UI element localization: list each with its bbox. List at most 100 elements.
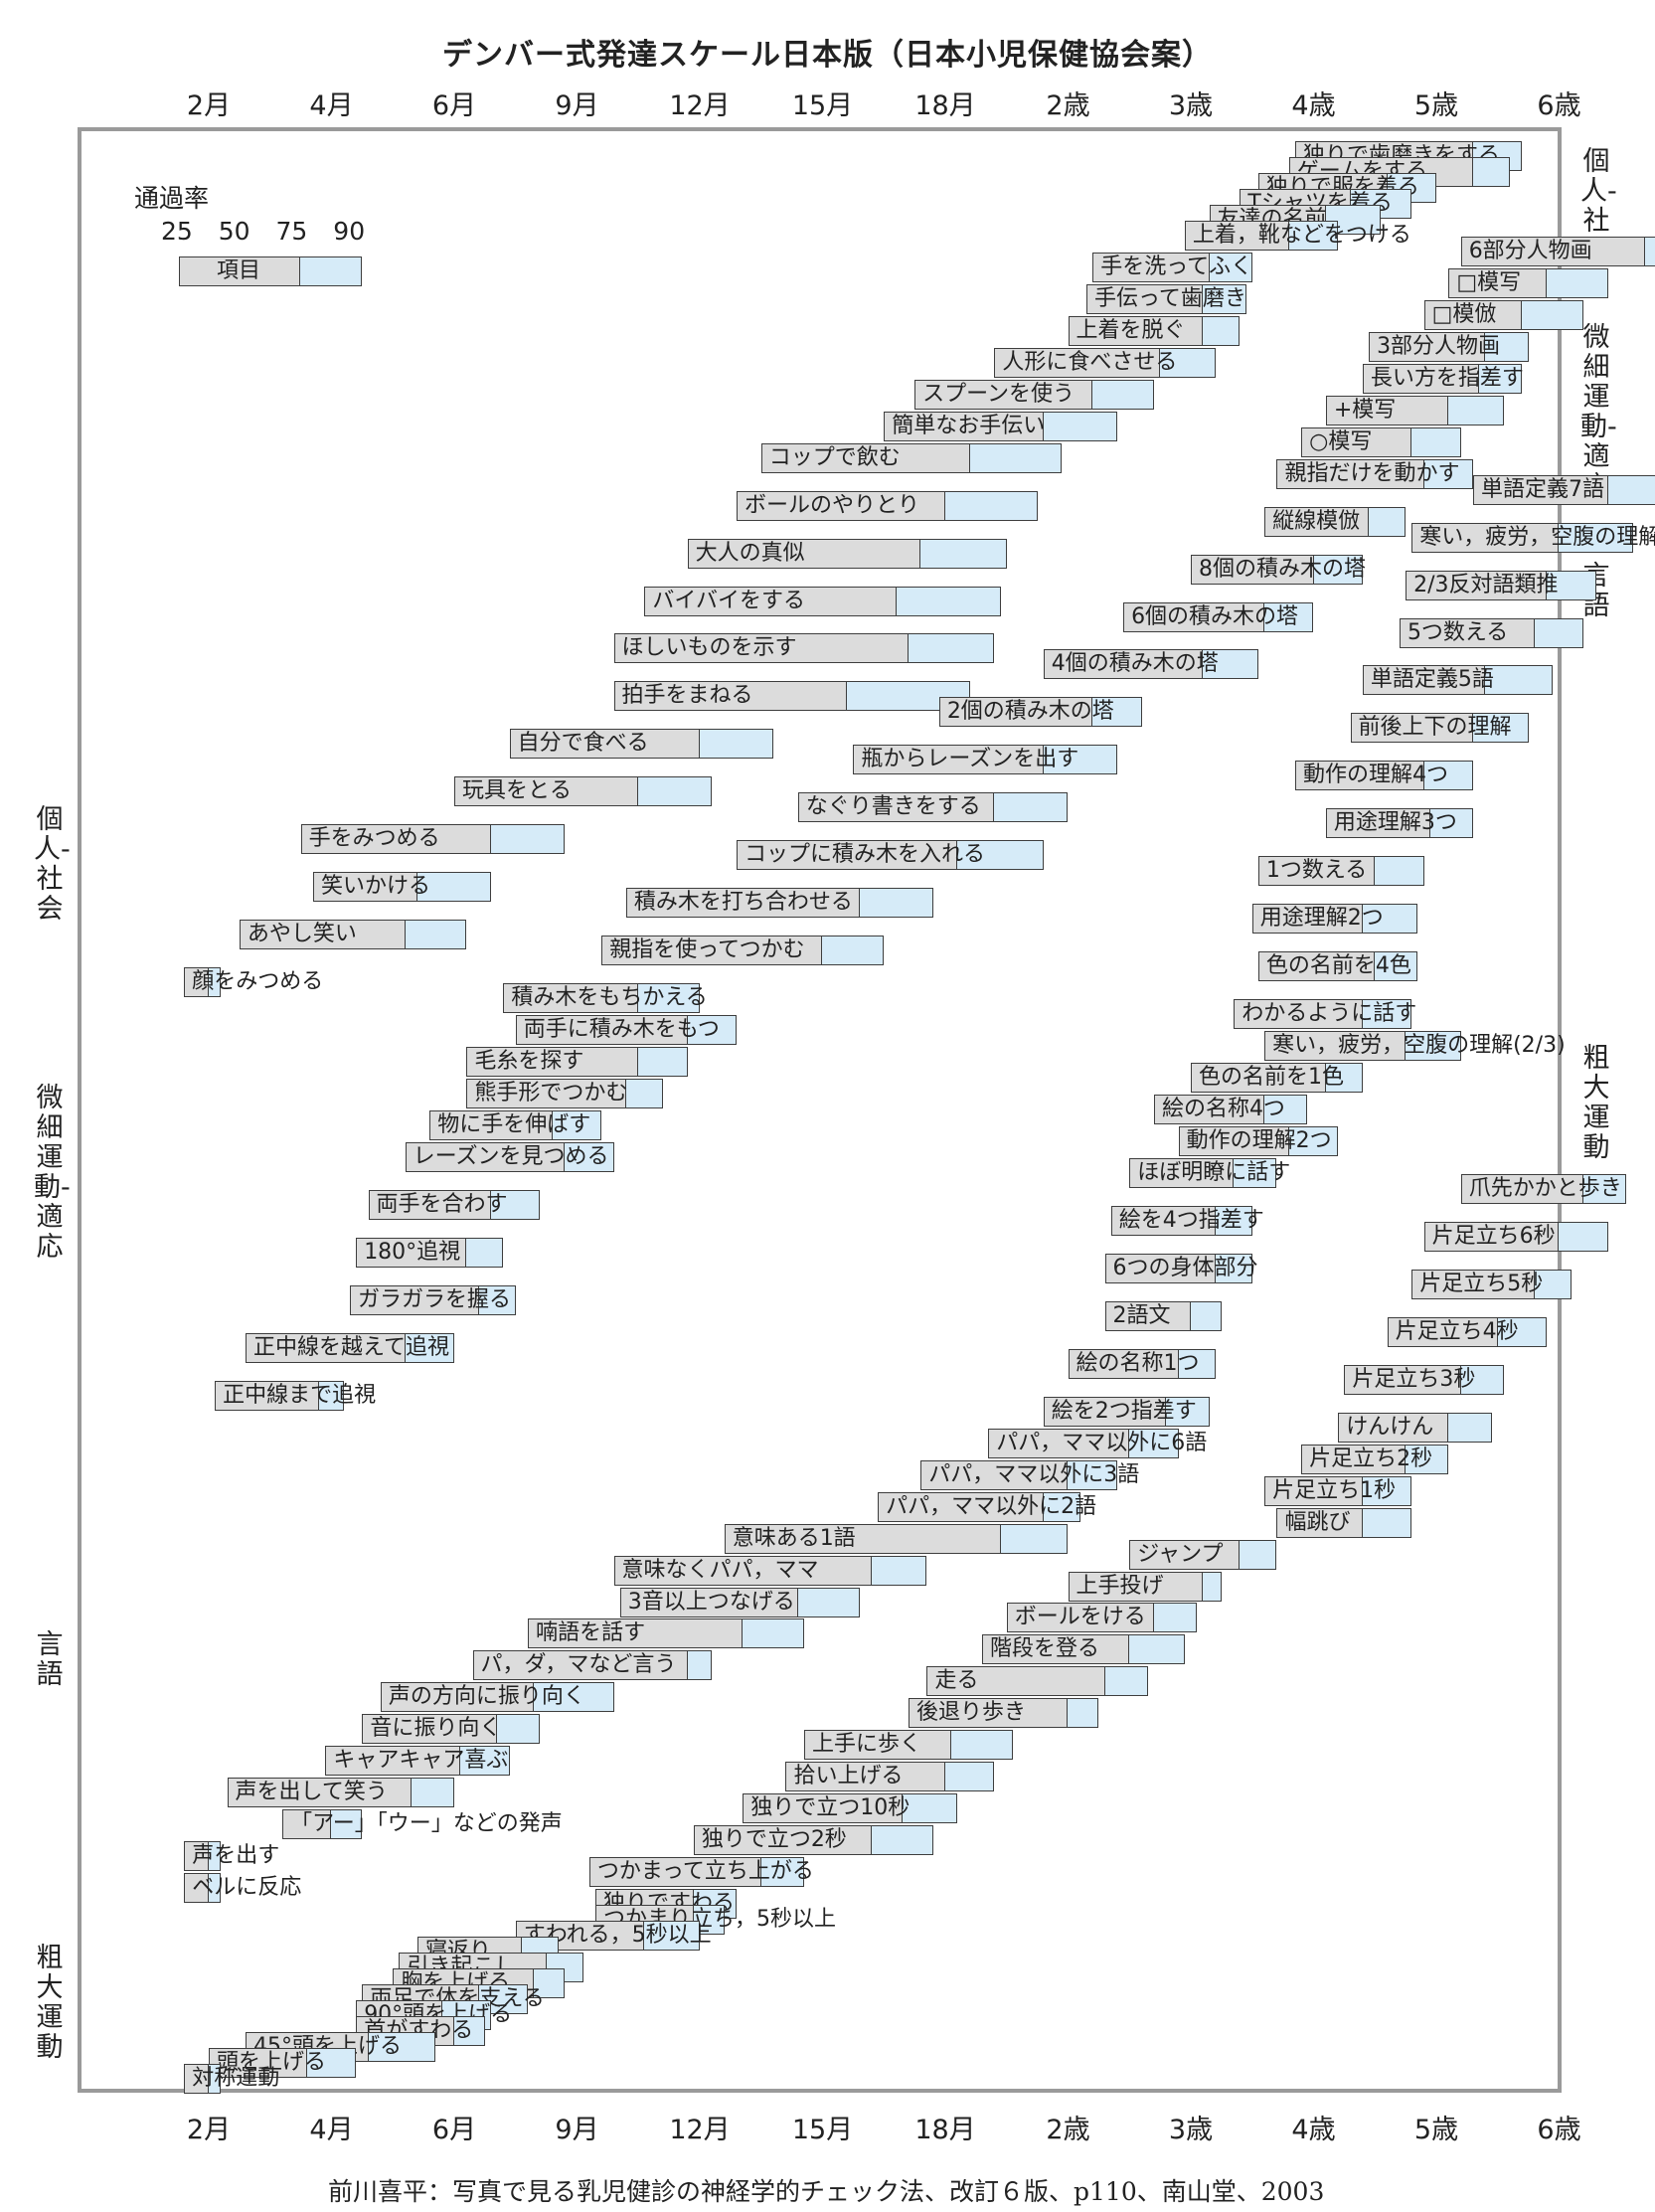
bar-segment-25-75: [246, 1332, 406, 1363]
bar-segment-25-75: [1325, 395, 1449, 425]
bar-segment-75-90: [1362, 904, 1418, 935]
bar-segment-75-90: [1000, 1523, 1069, 1554]
milestone-label: コップで飲む: [768, 444, 901, 470]
bar-segment-25-75: [1129, 1539, 1241, 1570]
milestone-label: 大人の真似: [695, 540, 805, 566]
milestone-bar: +模写: [1325, 395, 1504, 425]
milestone-bar: 前後上下の理解: [1350, 713, 1529, 744]
milestone-bar: パパ，ママ以外に2語: [878, 1491, 1096, 1522]
milestone-label: 色の名前を4色: [1265, 953, 1411, 979]
milestone-bar: ジャンプ: [1129, 1539, 1277, 1570]
milestone-label: 音に振り向く: [370, 1716, 502, 1742]
milestone-bar: 6つの身体部分: [1104, 1253, 1258, 1283]
bar-segment-75-90: [1547, 267, 1608, 298]
milestone-label: 絵を2つ指差す: [1051, 1398, 1197, 1424]
bar-segment-25-75: [515, 1015, 688, 1046]
milestone-bar: ボールのやりとり: [737, 490, 1038, 521]
axis-tick-label: 3歳: [1168, 90, 1214, 121]
milestone-bar: 手伝って歯磨き: [1086, 283, 1246, 314]
bar-segment-25-75: [1043, 1396, 1167, 1427]
bar-segment-75-90: [1644, 236, 1655, 266]
milestone-bar: パ，ダ，マなど言う: [472, 1650, 713, 1681]
bar-segment-75-90: [1190, 1300, 1222, 1331]
milestone-label: 3部分人物画: [1377, 333, 1501, 359]
bar-segment-75-90: [1485, 665, 1554, 696]
bar-segment-25-75: [760, 442, 970, 473]
milestone-label: 2語文: [1112, 1302, 1171, 1328]
milestone-bar: つかまって立ち上がる: [588, 1857, 814, 1888]
milestone-bar: 片足立ち6秒: [1423, 1221, 1608, 1252]
milestone-bar: 180°追視: [356, 1237, 504, 1268]
milestone-bar: 手を洗ってふく: [1092, 252, 1252, 282]
milestone-label: 頭を上げる: [217, 2050, 327, 2076]
bar-segment-75-90: [1240, 1539, 1277, 1570]
milestone-label: 意味ある1語: [732, 1525, 856, 1551]
milestone-label: パパ，ママ以外に2語: [886, 1493, 1097, 1519]
bar-segment-25-75: [1068, 1348, 1179, 1379]
milestone-bar: 毛糸を探す: [466, 1047, 688, 1078]
bar-segment-75-90: [405, 1332, 454, 1363]
bar-segment-75-90: [1043, 411, 1117, 441]
milestone-label: 単語定義7語: [1481, 476, 1605, 502]
milestone-label: 拾い上げる: [793, 1764, 904, 1789]
milestone-bar: 両手を合わす: [368, 1189, 541, 1220]
milestone-bar: 声の方向に振り向く: [380, 1682, 614, 1713]
milestone-label: 5つ数える: [1407, 619, 1509, 645]
bar-segment-25-75: [737, 490, 945, 521]
bar-segment-25-75: [1423, 299, 1523, 330]
bar-segment-25-75: [1387, 1316, 1498, 1347]
bar-segment-25-75: [454, 776, 639, 807]
bar-segment-75-90: [1178, 1348, 1216, 1379]
bar-segment-25-75: [1406, 570, 1548, 600]
bar-segment-75-90: [1534, 617, 1584, 648]
milestone-bar: 手をみつめる: [300, 824, 566, 855]
bar-segment-25-75: [693, 1825, 872, 1856]
bar-segment-25-75: [1043, 649, 1204, 680]
bar-segment-25-75: [1344, 1364, 1461, 1395]
bar-segment-75-90: [625, 1079, 663, 1109]
milestone-bar: あやし笑い: [239, 920, 467, 950]
bar-segment-75-90: [1362, 1507, 1412, 1538]
bar-segment-75-90: [1559, 1221, 1608, 1252]
bar-segment-75-90: [797, 1587, 860, 1617]
bar-segment-75-90: [1406, 1444, 1449, 1474]
bar-segment-25-75: [1191, 554, 1314, 585]
bar-segment-75-90: [491, 824, 566, 855]
bar-segment-25-75: [184, 1841, 209, 1872]
milestone-bar: 親指を使ってつかむ: [601, 936, 885, 966]
bar-segment-75-90: [208, 1873, 222, 1904]
milestone-bar: 片足立ち1秒: [1264, 1475, 1412, 1506]
bar-segment-25-75: [1191, 1063, 1326, 1094]
bar-segment-25-75: [1184, 220, 1289, 251]
milestone-label: 階段を登る: [990, 1636, 1100, 1662]
bar-segment-25-75: [687, 538, 921, 569]
milestone-label: ほぼ明瞭に話す: [1137, 1159, 1291, 1185]
bar-segment-75-90: [1362, 999, 1412, 1030]
bar-segment-75-90: [1092, 379, 1154, 410]
milestone-bar: 爪先かかと歩き: [1460, 1173, 1627, 1204]
milestone-label: ボールをける: [1014, 1605, 1146, 1630]
bar-segment-75-90: [306, 2048, 357, 2079]
chart-title: デンバー式発達スケール日本版（日本小児保健協会案）: [442, 38, 1213, 73]
bar-segment-25-75: [878, 1491, 1044, 1522]
milestone-label: 8個の積み木の塔: [1199, 556, 1366, 582]
bar-segment-75-90: [1448, 395, 1504, 425]
bar-segment-75-90: [1043, 1491, 1080, 1522]
bar-segment-25-75: [982, 1634, 1130, 1665]
bar-segment-25-75: [528, 1618, 744, 1649]
bar-segment-75-90: [1497, 1316, 1548, 1347]
bar-segment-75-90: [1092, 697, 1142, 728]
bar-segment-25-75: [613, 633, 909, 664]
milestone-bar: 対称運動: [184, 2064, 279, 2095]
bar-segment-25-75: [184, 2064, 209, 2095]
milestone-bar: 単語定義7語: [1473, 474, 1655, 505]
bar-segment-25-75: [1362, 665, 1486, 696]
legend-sample-bar: 項目: [179, 256, 362, 286]
bar-segment-75-90: [1429, 808, 1474, 839]
bar-segment-75-90: [859, 888, 933, 919]
bar-segment-75-90: [552, 1110, 602, 1140]
bar-segment-75-90: [1104, 1666, 1148, 1697]
milestone-bar: 6個の積み木の塔: [1123, 601, 1314, 632]
milestone-bar: 絵を4つ指差す: [1110, 1205, 1264, 1236]
milestone-label: 親指だけを動かす: [1284, 460, 1460, 486]
